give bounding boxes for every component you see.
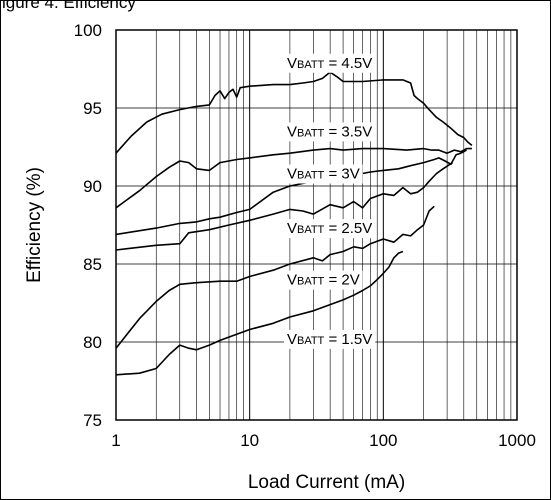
y-tick-label: 90 [83,177,102,196]
series-line-6 [115,250,404,376]
series-label-5: VBATT = 2V [287,272,360,289]
y-tick-label: 85 [83,255,102,274]
series-label-bg [283,164,363,184]
y-tick-labels: 75 80 85 90 95 100 [74,21,102,430]
x-tick-label: 100 [369,431,397,450]
series-label-bg [283,219,376,239]
y-tick-label: 75 [83,411,102,430]
plot-area-border [115,29,518,421]
x-tick-label: 1000 [498,431,536,450]
series-label-2: VBATT = 3.5V [287,123,372,140]
series-label-bg [283,53,376,73]
x-tick-label: 10 [240,431,259,450]
x-tick-labels: 1 10 100 1000 [111,431,536,450]
y-tick-label: 95 [83,99,102,118]
series-line-5 [115,205,435,349]
series-line-4 [115,161,454,251]
series-label-bg [283,122,376,142]
y-axis-label: Efficiency (%) [24,167,45,283]
x-tick-label: 1 [111,431,120,450]
x-axis-label: Load Current (mA) [248,472,405,493]
series-label-1: VBATT = 4.5V [287,55,372,72]
series-label-bg [283,270,363,290]
series-label-4: VBATT = 2.5V [287,220,372,237]
series-label-6: VBATT = 1.5V [287,331,372,348]
series-line-1 [115,71,473,154]
series-label-3: VBATT = 3V [287,166,360,183]
series-labels: VBATT = 4.5V VBATT = 3.5V VBATT = 3V VBATT … [283,53,376,349]
series-label-bg [283,329,376,349]
y-tick-label: 100 [74,21,102,40]
series-lines [115,71,473,376]
figure-title: igure 4. Efficiency [2,0,136,12]
y-tick-label: 80 [83,333,102,352]
series-line-2 [115,147,472,209]
